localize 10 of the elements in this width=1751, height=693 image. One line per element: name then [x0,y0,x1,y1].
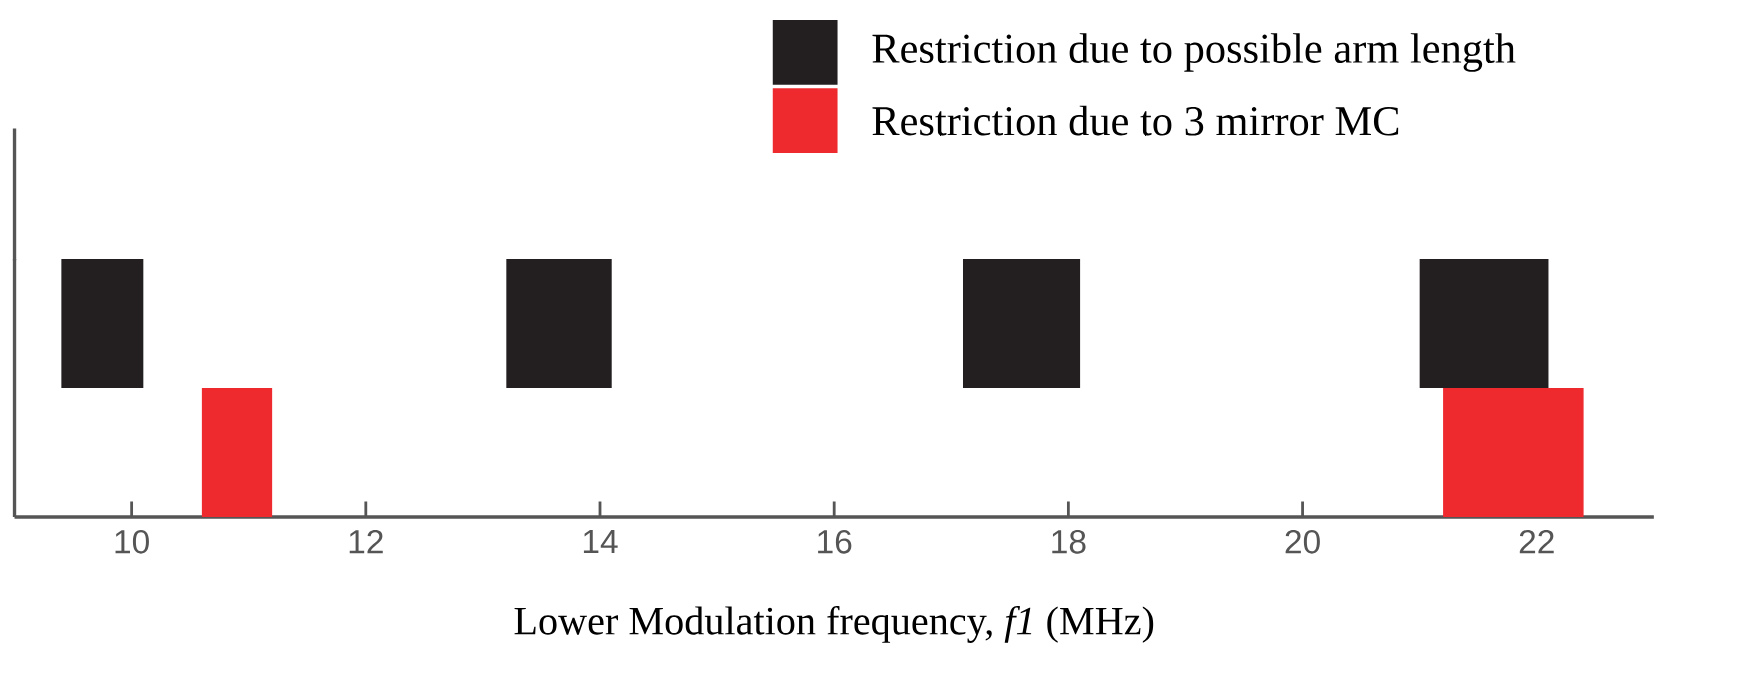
x-tick-label: 14 [583,529,618,553]
x-tick-label: 22 [1519,529,1554,554]
x-tick-label: 16 [818,529,852,554]
x-axis-title: Lower Modulation frequency, f1 (MHz) [514,605,1154,643]
x-tick-label: 10 [115,529,149,554]
x-tick-label: 20 [1285,529,1320,554]
x-tick-label: 18 [1052,529,1086,554]
legend-label: Restriction due to possible arm length [872,32,1516,72]
legend-label: Restriction due to 3 mirror MC [872,105,1399,136]
x-tick-label: 12 [349,529,383,554]
